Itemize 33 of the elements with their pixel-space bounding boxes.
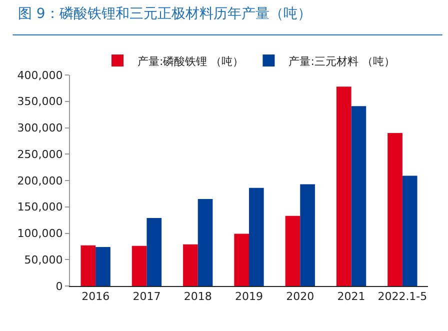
y-tick-label: 250,000 — [17, 148, 63, 161]
bar — [249, 188, 264, 286]
y-tick-label: 0 — [56, 280, 63, 293]
bar — [132, 246, 147, 286]
bar — [183, 244, 198, 286]
bar — [96, 246, 110, 286]
bar — [285, 216, 300, 286]
legend-label: 产量:三元材料 （吨） — [288, 54, 395, 68]
y-tick-label: 200,000 — [17, 174, 63, 188]
x-tick-label: 2021 — [337, 290, 366, 304]
y-tick-label: 300,000 — [17, 122, 63, 135]
bar — [300, 184, 315, 286]
bar — [336, 86, 352, 286]
bar — [198, 198, 213, 286]
y-tick-label: 400,000 — [17, 68, 63, 82]
y-tick-label: 150,000 — [17, 200, 63, 214]
y-tick-label: 50,000 — [24, 253, 63, 266]
x-tick-label: 2020 — [286, 290, 314, 304]
legend-label: 产量:磷酸铁锂 （吨） — [138, 54, 244, 68]
bar — [146, 218, 162, 286]
x-tick-label: 2018 — [184, 290, 212, 304]
bar — [80, 245, 96, 286]
bar — [234, 234, 249, 286]
y-tick-label: 100,000 — [17, 227, 63, 240]
x-tick-label: 2017 — [132, 290, 161, 304]
bar — [351, 106, 366, 286]
x-tick-label: 2016 — [82, 290, 110, 304]
chart-title: 图 9：磷酸铁锂和三元正极材料历年产量（吨） — [18, 6, 312, 22]
bar — [402, 176, 418, 286]
x-tick-label: 2019 — [235, 290, 263, 304]
bar — [388, 133, 402, 286]
y-tick-label: 350,000 — [17, 95, 63, 108]
x-tick-label: 2022.1-5 — [378, 290, 428, 304]
